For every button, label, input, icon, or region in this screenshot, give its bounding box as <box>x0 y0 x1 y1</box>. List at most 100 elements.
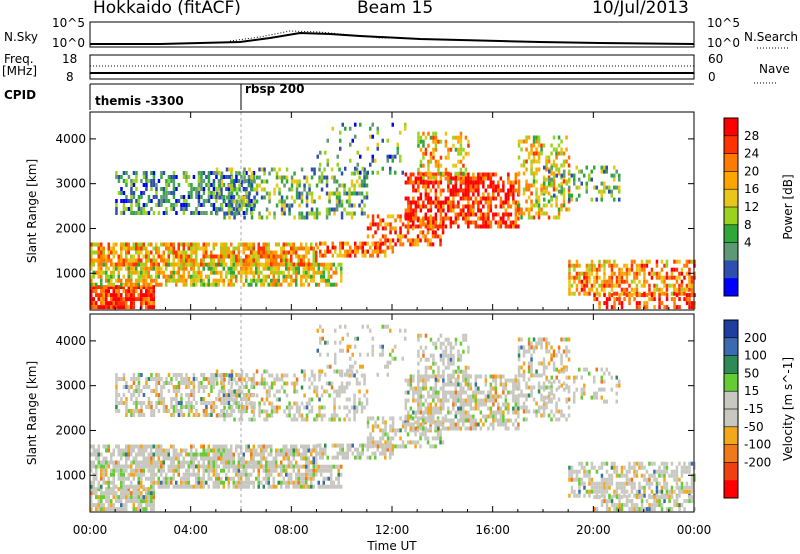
heatmap-cell <box>215 191 219 196</box>
heatmap-cell <box>150 262 153 267</box>
heatmap-cell <box>310 278 313 283</box>
heatmap-cell <box>97 448 100 453</box>
heatmap-cell <box>95 285 98 290</box>
heatmap-cell <box>409 212 413 217</box>
heatmap-cell <box>102 480 105 485</box>
heatmap-cell <box>650 275 654 280</box>
heatmap-cell <box>439 192 443 197</box>
heatmap-cell <box>497 212 500 217</box>
heatmap-cell <box>180 278 183 283</box>
heatmap-cell <box>394 154 397 159</box>
heatmap-cell <box>187 460 190 465</box>
heatmap-cell <box>547 215 551 220</box>
heatmap-cell <box>265 179 269 184</box>
heatmap-cell <box>371 122 374 127</box>
heatmap-cell <box>165 278 168 283</box>
heatmap-cell <box>147 285 150 290</box>
heatmap-cell <box>648 259 651 264</box>
heatmap-cell <box>102 250 105 255</box>
heatmap-cell <box>580 181 583 186</box>
heatmap-cell <box>235 464 238 469</box>
heatmap-cell <box>482 204 485 209</box>
heatmap-cell <box>424 386 428 391</box>
heatmap-cell <box>180 381 183 385</box>
heatmap-cell <box>240 270 243 275</box>
heatmap-cell <box>608 189 611 194</box>
heatmap-cell <box>663 283 666 288</box>
heatmap-cell <box>381 432 385 437</box>
heatmap-cell <box>117 297 120 302</box>
heatmap-cell <box>530 191 533 196</box>
heatmap-cell <box>185 171 188 175</box>
heatmap-cell <box>270 381 274 386</box>
heatmap-cell <box>338 195 341 200</box>
heatmap-cell <box>464 220 468 225</box>
heatmap-cell <box>142 183 146 187</box>
heatmap-cell <box>195 480 198 485</box>
heatmap-cell <box>135 179 138 183</box>
heatmap-cell <box>427 180 430 185</box>
heatmap-cell <box>250 282 253 287</box>
heatmap-cell <box>130 203 133 207</box>
heatmap-cell <box>325 476 328 481</box>
heatmap-cell <box>235 179 238 183</box>
heatmap-cell <box>187 484 190 489</box>
heatmap-cell <box>92 242 95 247</box>
heatmap-cell <box>570 173 573 178</box>
heatmap-cell <box>552 215 556 220</box>
heatmap-cell <box>312 484 315 489</box>
heatmap-cell <box>237 460 240 465</box>
heatmap-cell <box>542 203 546 208</box>
noise-left-tick-bottom: 10^0 <box>52 36 85 50</box>
heatmap-cell <box>449 224 453 229</box>
heatmap-cell <box>422 151 425 156</box>
heatmap-cell <box>90 282 93 287</box>
heatmap-cell <box>613 177 616 182</box>
heatmap-cell <box>376 424 380 429</box>
heatmap-cell <box>479 208 483 213</box>
heatmap-cell <box>315 464 318 469</box>
heatmap-cell <box>167 464 170 469</box>
heatmap-cell <box>145 274 148 279</box>
heatmap-cell <box>220 175 223 179</box>
heatmap-cell <box>115 242 118 247</box>
heatmap-cell <box>210 270 213 275</box>
heatmap-cell <box>245 191 248 195</box>
heatmap-cell <box>192 258 195 263</box>
heatmap-cell <box>552 175 556 180</box>
heatmap-cell <box>300 199 304 204</box>
heatmap-cell <box>268 401 271 406</box>
heatmap-cell <box>350 211 354 216</box>
heatmap-cell <box>688 301 691 306</box>
heatmap-cell <box>353 203 356 208</box>
beam-title: Beam 15 <box>357 0 434 18</box>
heatmap-cell <box>394 226 397 231</box>
heatmap-cell <box>441 416 445 421</box>
heatmap-cell <box>255 448 258 453</box>
heatmap-cell <box>172 389 176 393</box>
heatmap-cell <box>419 139 423 144</box>
heatmap-cell <box>110 472 113 477</box>
heatmap-cell <box>175 373 178 377</box>
heatmap-cell <box>190 452 193 457</box>
heatmap-cell <box>364 443 367 448</box>
heatmap-cell <box>504 200 508 205</box>
heatmap-cell <box>620 305 624 310</box>
heatmap-cell <box>267 242 270 247</box>
heatmap-cell <box>182 484 185 489</box>
heatmap-cell <box>603 185 606 190</box>
heatmap-cell <box>414 420 417 425</box>
heatmap-cell <box>180 207 183 211</box>
heatmap-cell <box>623 297 626 302</box>
heatmap-cell <box>379 451 382 456</box>
heatmap-cell <box>422 374 425 379</box>
heatmap-cell <box>202 242 205 247</box>
heatmap-cell <box>328 381 331 386</box>
heatmap-cell <box>497 220 500 225</box>
heatmap-cell <box>359 170 362 175</box>
heatmap-cell <box>407 196 410 201</box>
heatmap-cell <box>429 374 433 379</box>
heatmap-cell <box>230 266 233 271</box>
heatmap-cell <box>262 274 265 279</box>
heatmap-cell <box>125 179 128 183</box>
